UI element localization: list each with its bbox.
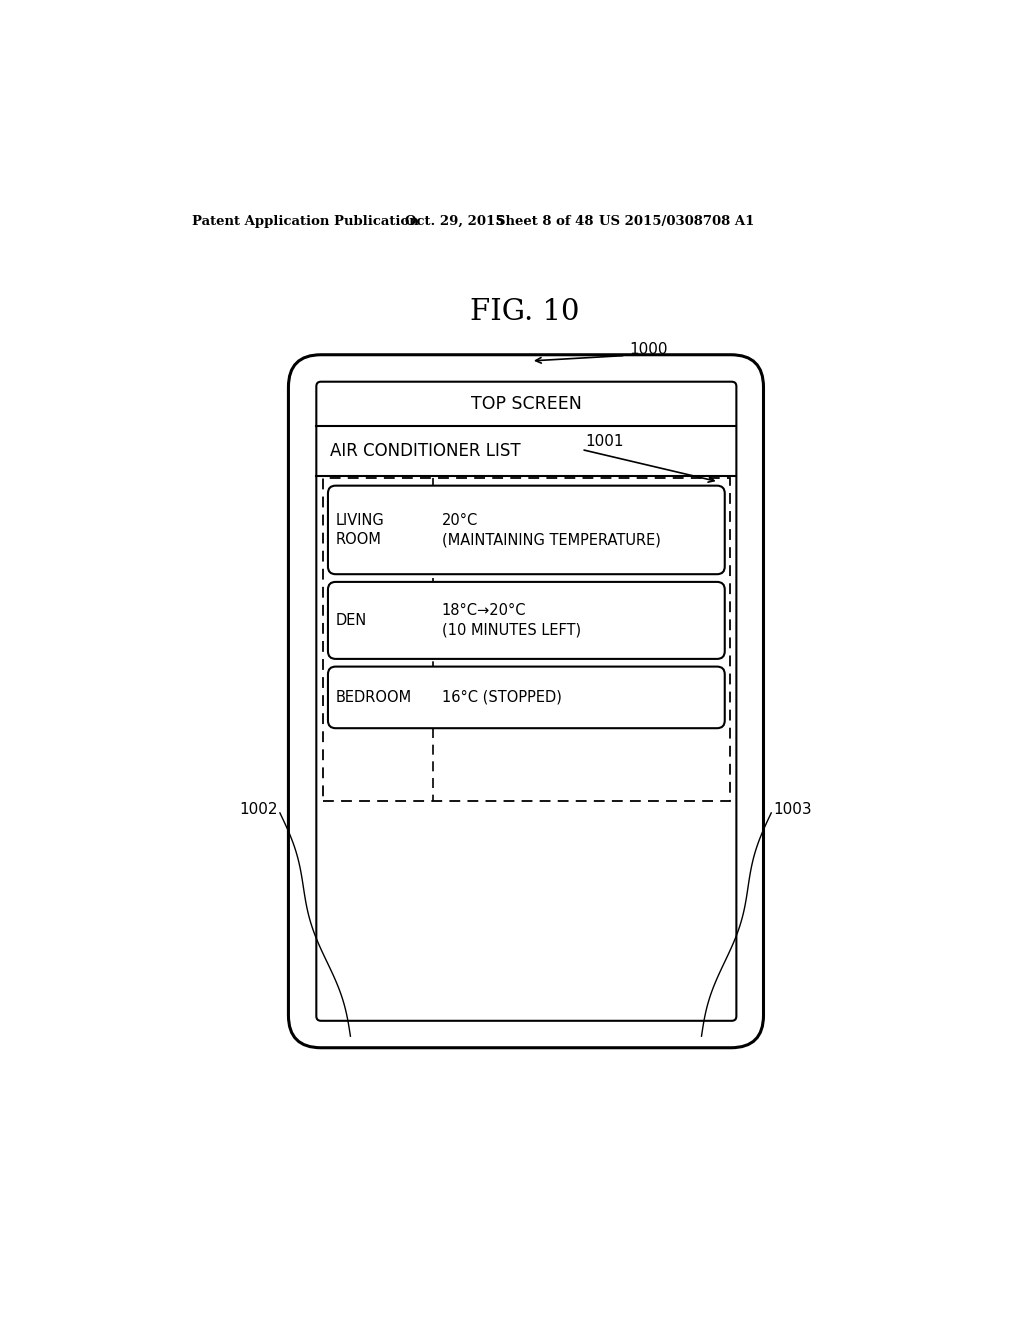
Text: FIG. 10: FIG. 10 — [470, 298, 580, 326]
FancyBboxPatch shape — [328, 667, 725, 729]
Text: 16°C (STOPPED): 16°C (STOPPED) — [442, 690, 562, 705]
FancyBboxPatch shape — [289, 355, 764, 1048]
Text: 1000: 1000 — [630, 342, 668, 356]
Text: 18°C→20°C
(10 MINUTES LEFT): 18°C→20°C (10 MINUTES LEFT) — [442, 603, 581, 638]
Text: 1001: 1001 — [586, 434, 624, 449]
Text: US 2015/0308708 A1: US 2015/0308708 A1 — [599, 215, 755, 228]
Text: DEN: DEN — [336, 612, 367, 628]
FancyBboxPatch shape — [328, 486, 725, 574]
Text: Patent Application Publication: Patent Application Publication — [193, 215, 419, 228]
Text: AIR CONDITIONER LIST: AIR CONDITIONER LIST — [331, 442, 521, 461]
Text: TOP SCREEN: TOP SCREEN — [471, 395, 582, 413]
Text: BEDROOM: BEDROOM — [336, 690, 412, 705]
Text: LIVING
ROOM: LIVING ROOM — [336, 512, 384, 548]
FancyBboxPatch shape — [316, 381, 736, 1020]
Text: 20°C
(MAINTAINING TEMPERATURE): 20°C (MAINTAINING TEMPERATURE) — [442, 512, 660, 548]
Text: Oct. 29, 2015: Oct. 29, 2015 — [406, 215, 505, 228]
FancyBboxPatch shape — [323, 478, 730, 801]
Text: 1003: 1003 — [773, 801, 812, 817]
Text: 1002: 1002 — [239, 801, 278, 817]
FancyBboxPatch shape — [328, 582, 725, 659]
Text: Sheet 8 of 48: Sheet 8 of 48 — [496, 215, 594, 228]
